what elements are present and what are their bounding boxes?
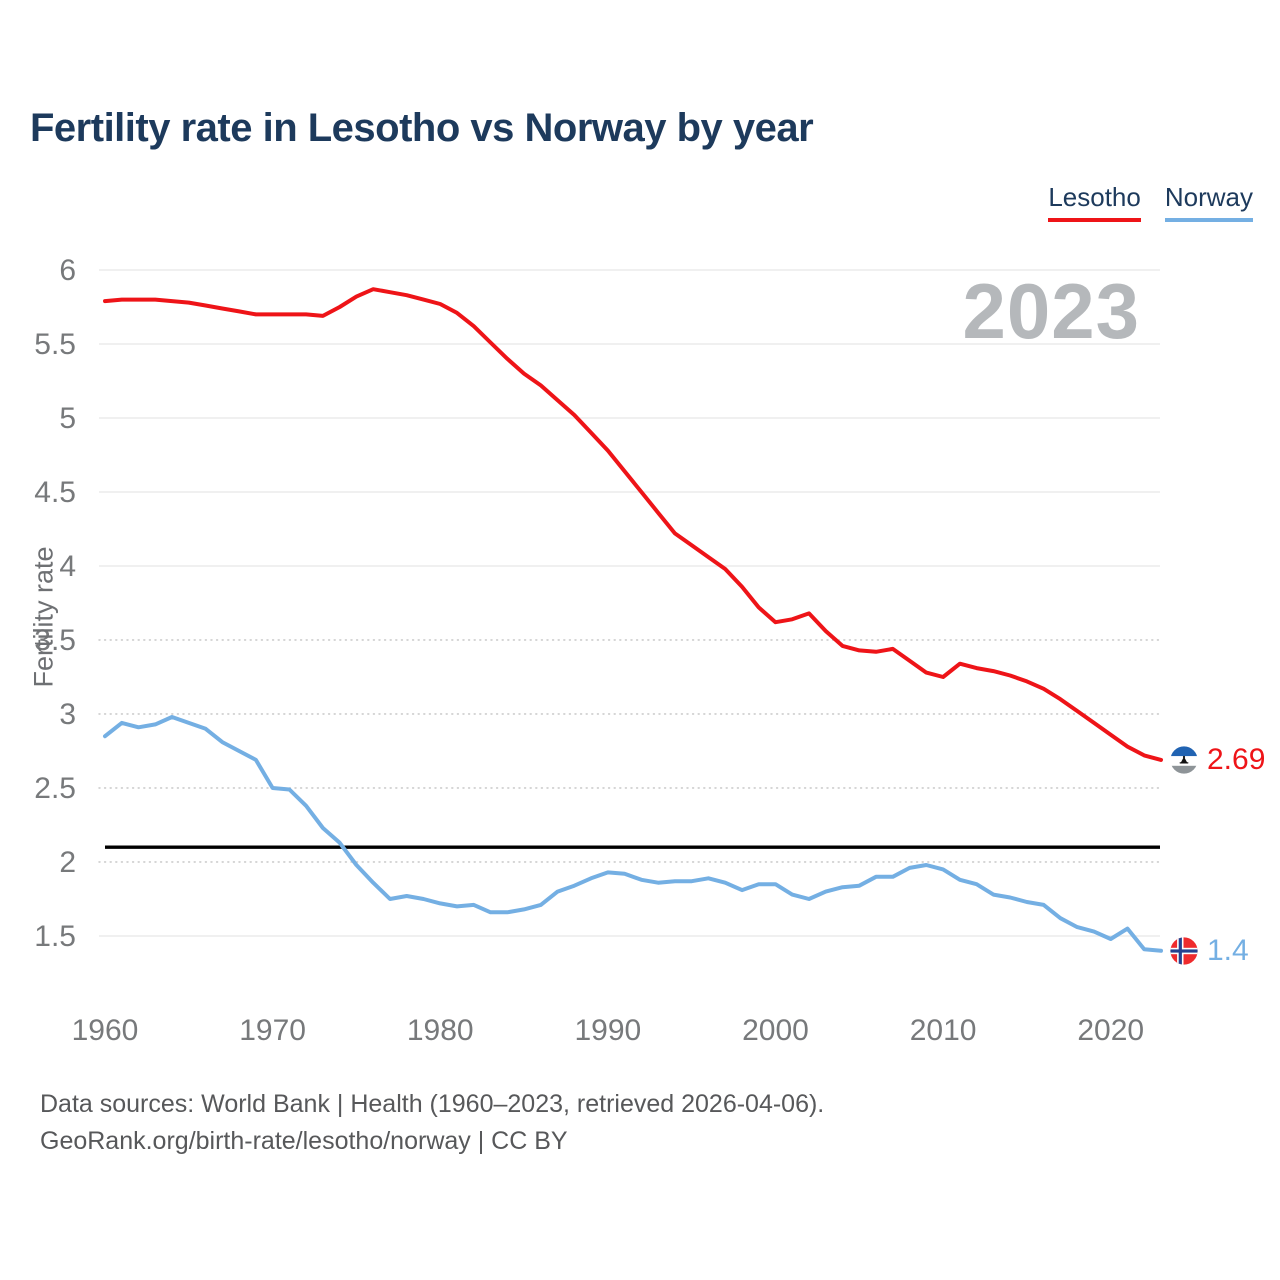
lesotho-end-value: 2.69 — [1207, 742, 1266, 776]
watermark-year: 2023 — [962, 267, 1140, 355]
legend-item-lesotho[interactable]: Lesotho — [1048, 182, 1141, 222]
x-tick-label: 1970 — [239, 1014, 306, 1047]
y-tick-label: 4 — [59, 550, 76, 583]
y-tick-label: 6 — [59, 254, 76, 287]
x-tick-label: 2020 — [1077, 1014, 1144, 1047]
x-tick-label: 1990 — [574, 1014, 641, 1047]
y-tick-label: 2 — [59, 846, 76, 879]
page-title: Fertility rate in Lesotho vs Norway by y… — [30, 106, 814, 150]
y-axis-title: Fertility rate — [28, 546, 59, 688]
legend-item-norway[interactable]: Norway — [1164, 182, 1253, 222]
lesotho-flag-icon — [1170, 746, 1198, 774]
y-tick-label: 4.5 — [34, 476, 76, 509]
data-source-line: Data sources: World Bank | Health (1960–… — [40, 1090, 825, 1118]
attribution-line: GeoRank.org/birth-rate/lesotho/norway | … — [40, 1127, 568, 1155]
x-tick-label: 2010 — [910, 1014, 977, 1047]
x-tick-label: 1960 — [72, 1014, 139, 1047]
y-tick-label: 2.5 — [34, 772, 76, 805]
norway-end-value: 1.4 — [1207, 933, 1249, 967]
y-tick-label: 5.5 — [34, 328, 76, 361]
y-tick-label: 1.5 — [34, 920, 76, 953]
legend: Lesotho Norway — [1048, 182, 1253, 222]
x-tick-label: 1980 — [407, 1014, 474, 1047]
x-tick-label: 2000 — [742, 1014, 809, 1047]
norway-line — [103, 715, 1163, 953]
y-tick-label: 5 — [59, 402, 76, 435]
norway-flag-icon — [1170, 937, 1198, 965]
y-tick-label: 3 — [59, 698, 76, 731]
footer: Data sources: World Bank | Health (1960–… — [40, 1086, 824, 1160]
lesotho-line — [103, 287, 1163, 762]
